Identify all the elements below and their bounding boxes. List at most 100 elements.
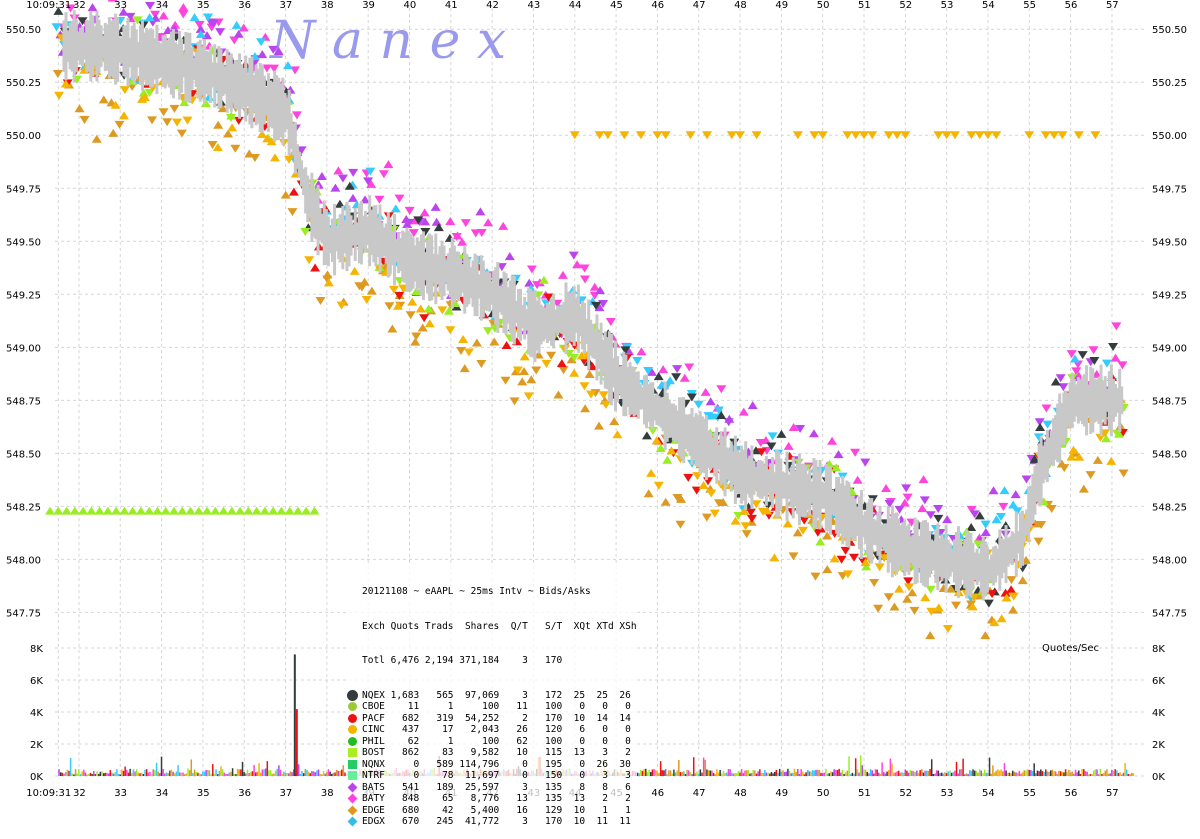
volume-bar <box>972 769 974 776</box>
nbbo-bar <box>1037 443 1041 506</box>
quote-marker-bost <box>482 327 493 336</box>
nbbo-bar <box>820 481 824 509</box>
volume-bar <box>811 770 814 776</box>
x-tick-bottom: 37 <box>280 788 293 799</box>
quote-marker-bats <box>316 172 327 181</box>
nbbo-bar <box>204 50 208 95</box>
nbbo-bar <box>246 73 250 107</box>
quote-marker-cinc <box>182 116 193 125</box>
nbbo-bar <box>1041 447 1045 484</box>
nbbo-bar <box>626 367 630 407</box>
flat-quote-cinc <box>1049 131 1060 140</box>
nbbo-bar <box>188 32 192 104</box>
nbbo-bar <box>959 538 963 587</box>
quote-marker-bats <box>568 251 579 260</box>
nbbo-bar <box>880 524 884 548</box>
quote-marker-bats <box>808 429 819 438</box>
x-tick-top: 56 <box>1065 0 1078 11</box>
nbbo-bar <box>609 333 613 406</box>
nbbo-bar <box>83 32 87 60</box>
nbbo-bar <box>97 19 101 73</box>
nbbo-bar <box>636 371 640 419</box>
nbbo-bar <box>876 512 880 556</box>
nbbo-bar <box>392 214 396 286</box>
nbbo-bar <box>603 331 607 389</box>
volume-bar <box>202 771 204 776</box>
nbbo-bar <box>713 431 717 477</box>
x-tick-top: 38 <box>321 0 334 11</box>
volume-bar <box>311 771 313 776</box>
volume-bar <box>223 772 226 776</box>
nbbo-bar <box>572 286 576 346</box>
quote-marker-edge <box>909 606 920 615</box>
volume-bar <box>236 768 239 776</box>
quote-marker-nqex <box>1035 423 1046 432</box>
quote-marker-cinc <box>782 519 793 528</box>
nbbo-bar <box>971 542 975 589</box>
volume-bar <box>76 773 78 776</box>
nbbo-bar <box>890 505 894 578</box>
quote-marker-edgx <box>996 512 1007 521</box>
nbbo-bar <box>793 470 797 507</box>
volume-bar <box>1112 770 1115 776</box>
nbbo-bar <box>806 473 810 510</box>
volume-bar <box>207 769 209 776</box>
quote-marker-cinc <box>304 256 315 265</box>
nbbo-bar <box>281 77 285 146</box>
price-tick-right: 548.75 <box>1152 396 1187 407</box>
legend-marker <box>347 805 358 815</box>
nbbo-bar <box>620 365 624 399</box>
quote-marker-bats <box>594 303 605 312</box>
nbbo-bar <box>297 151 301 178</box>
volume-bar <box>808 771 811 776</box>
quote-marker-pacf <box>799 516 810 525</box>
quote-marker-pacf <box>501 340 512 349</box>
nbbo-bar <box>314 192 318 240</box>
volume-bar <box>883 772 885 776</box>
quote-marker-bats <box>504 252 515 261</box>
quote-marker-baty <box>170 20 181 29</box>
x-tick-top: 37 <box>280 0 293 11</box>
quote-marker-edge <box>52 70 63 79</box>
quote-marker-edge <box>1006 576 1017 585</box>
quote-marker-bost <box>831 463 842 472</box>
volume-bar <box>683 771 685 776</box>
nbbo-bar <box>944 524 948 593</box>
nbbo-bar <box>335 227 339 252</box>
nbbo-bar <box>116 17 120 82</box>
flat-quote-bost <box>193 506 204 515</box>
quote-marker-baty <box>419 208 430 217</box>
quote-marker-nqex <box>420 227 431 236</box>
volume-bar <box>254 772 257 776</box>
legend-marker <box>347 782 358 792</box>
x-tick-top: 40 <box>404 0 417 11</box>
volume-bar <box>643 769 645 776</box>
volume-bar <box>706 769 708 776</box>
quote-marker-pacf <box>840 546 851 555</box>
nbbo-bar <box>300 160 304 187</box>
volume-bar <box>1040 769 1042 776</box>
volume-bar <box>897 770 900 776</box>
nbbo-bar <box>436 254 440 285</box>
volume-bar <box>91 773 93 776</box>
nbbo-bar <box>384 223 388 264</box>
volume-bar <box>764 769 766 776</box>
x-tick-bottom: 53 <box>941 788 954 799</box>
nbbo-bar <box>178 31 182 100</box>
quote-marker-edgx <box>365 167 376 176</box>
nbbo-bar <box>812 457 816 529</box>
nbbo-bar <box>173 42 177 87</box>
volume-bar <box>666 774 669 776</box>
volume-bar <box>226 773 229 776</box>
volume-bar <box>656 771 659 776</box>
nbbo-bar <box>209 45 213 103</box>
quote-marker-cinc <box>762 506 773 515</box>
volume-bar <box>978 769 981 776</box>
price-tick-left: 548.25 <box>6 502 41 513</box>
volume-bar <box>858 772 860 776</box>
quote-marker-nqex <box>776 429 787 438</box>
price-tick-left: 547.75 <box>6 608 41 619</box>
volume-bar <box>965 773 968 776</box>
volume-bar <box>1025 770 1027 776</box>
nbbo-bar <box>992 546 996 586</box>
